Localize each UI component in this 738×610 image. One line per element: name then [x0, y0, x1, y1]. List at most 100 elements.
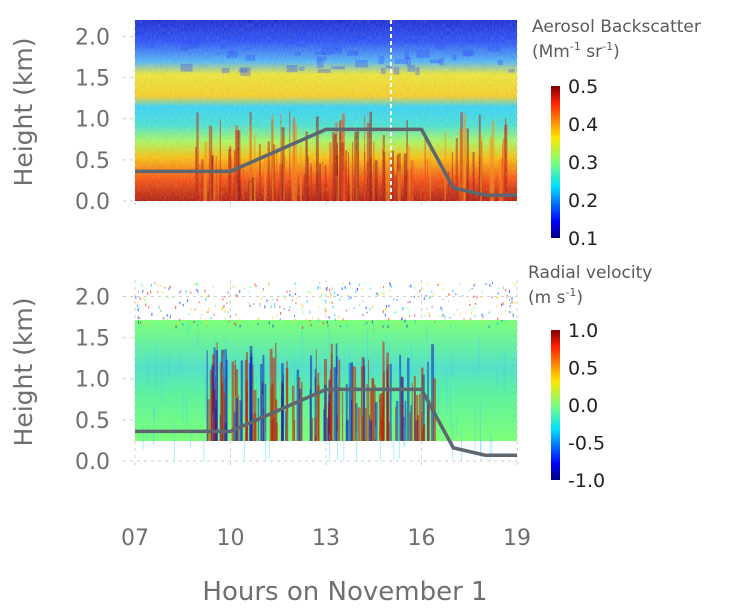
heatmap-texture: [429, 314, 431, 317]
y-tick-label: 1.0: [75, 368, 110, 393]
heatmap-texture: [438, 383, 440, 416]
heatmap-texture: [317, 318, 319, 322]
heatmap-texture: [156, 291, 159, 293]
heatmap-texture: [452, 423, 454, 460]
heatmap-texture: [364, 407, 367, 441]
heatmap-texture: [403, 428, 405, 447]
heatmap-texture: [482, 315, 484, 318]
heatmap-texture: [508, 289, 511, 293]
heatmap-texture: [254, 283, 256, 285]
heatmap-texture: [222, 297, 224, 301]
colorbar-tick-label: 0.4: [568, 114, 598, 136]
heatmap-texture: [236, 294, 238, 298]
heatmap-texture: [339, 325, 342, 328]
heatmap-texture: [341, 287, 343, 291]
heatmap-texture: [233, 285, 235, 288]
heatmap-texture: [146, 292, 149, 296]
heatmap-texture: [204, 377, 206, 419]
heatmap-texture: [328, 393, 331, 441]
heatmap-texture: [375, 292, 377, 296]
heatmap-texture: [272, 357, 276, 441]
heatmap-texture: [283, 308, 285, 310]
heatmap-texture: [198, 284, 200, 287]
heatmap-texture: [509, 302, 511, 305]
heatmap-texture: [474, 283, 476, 286]
heatmap-texture: [410, 340, 412, 391]
heatmap-texture: [231, 361, 235, 441]
heatmap-texture: [262, 288, 265, 291]
heatmap-texture: [209, 317, 211, 320]
heatmap-texture: [485, 283, 487, 286]
heatmap-texture: [441, 325, 443, 329]
heatmap-texture: [489, 431, 491, 461]
heatmap-texture: [233, 411, 237, 441]
heatmap-texture: [357, 407, 361, 441]
heatmap-texture: [480, 438, 482, 461]
heatmap-texture: [378, 294, 380, 297]
heatmap-texture: [382, 325, 384, 328]
heatmap-texture: [222, 306, 224, 309]
heatmap-texture: [332, 305, 334, 309]
heatmap-texture: [395, 360, 397, 374]
heatmap-texture: [223, 392, 226, 441]
heatmap-texture: [322, 292, 324, 294]
heatmap-texture: [196, 282, 198, 286]
heatmap-texture: [323, 388, 325, 405]
colorbar-tick-label: -0.5: [568, 433, 605, 455]
heatmap-texture: [470, 311, 473, 315]
heatmap-texture: [409, 412, 411, 441]
heatmap-texture: [389, 282, 391, 285]
heatmap-texture: [289, 306, 291, 309]
heatmap-texture: [407, 357, 410, 441]
heatmap-texture: [359, 326, 361, 328]
heatmap-texture: [259, 303, 261, 305]
y-tick-label: 1.5: [75, 327, 110, 352]
heatmap-texture: [413, 314, 416, 317]
heatmap-texture: [193, 320, 195, 324]
heatmap-texture: [293, 319, 295, 322]
heatmap-texture: [211, 324, 214, 327]
heatmap-texture: [137, 320, 140, 324]
heatmap-texture: [311, 417, 314, 441]
heatmap-texture: [369, 287, 372, 290]
x-tick-label: 10: [217, 526, 245, 551]
heatmap-texture: [387, 325, 389, 329]
heatmap-texture: [291, 322, 293, 325]
heatmap-texture: [160, 284, 162, 287]
bottom-colorbar-title-line2: (m s-1): [528, 286, 583, 308]
y-tick-label: 0.0: [75, 450, 110, 475]
heatmap-texture: [211, 390, 214, 441]
heatmap-texture: [371, 305, 374, 309]
heatmap-texture: [265, 431, 267, 461]
heatmap-texture: [264, 368, 266, 385]
heatmap-texture: [441, 308, 443, 312]
heatmap-texture: [248, 363, 251, 441]
heatmap-texture: [248, 301, 250, 305]
heatmap-texture: [364, 282, 366, 284]
heatmap-texture: [334, 318, 337, 322]
heatmap-texture: [459, 313, 461, 315]
heatmap-texture: [393, 324, 396, 327]
heatmap-texture: [414, 320, 416, 324]
heatmap-texture: [191, 323, 193, 325]
heatmap-texture: [479, 403, 481, 453]
heatmap-texture: [481, 318, 483, 320]
heatmap-texture: [317, 372, 320, 441]
heatmap-texture: [151, 312, 153, 316]
heatmap-texture: [362, 390, 364, 415]
heatmap-texture: [329, 288, 331, 292]
heatmap-texture: [317, 286, 319, 290]
heatmap-texture: [188, 313, 190, 316]
heatmap-texture: [255, 405, 257, 419]
heatmap-texture: [502, 302, 504, 306]
heatmap-texture: [178, 291, 181, 294]
heatmap-texture: [224, 349, 227, 441]
heatmap-texture: [513, 324, 516, 327]
heatmap-texture: [203, 437, 205, 461]
heatmap-texture: [301, 325, 304, 330]
heatmap-texture: [403, 403, 405, 447]
heatmap-texture: [384, 307, 387, 311]
heatmap-texture: [374, 326, 376, 330]
heatmap-texture: [402, 306, 404, 310]
heatmap-texture: [276, 314, 278, 318]
